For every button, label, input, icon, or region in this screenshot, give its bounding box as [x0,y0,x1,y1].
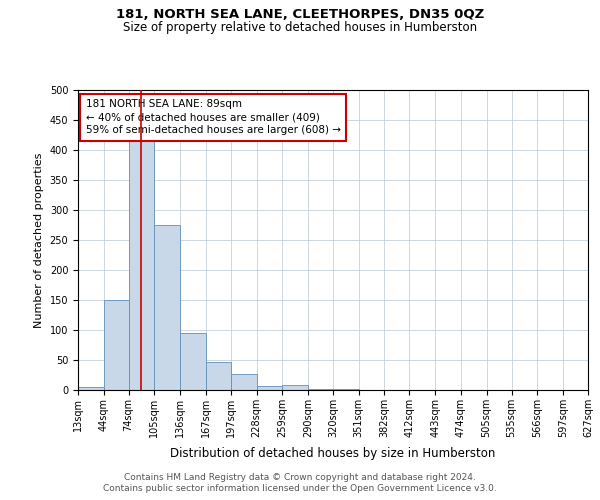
Text: Contains HM Land Registry data © Crown copyright and database right 2024.: Contains HM Land Registry data © Crown c… [124,472,476,482]
Bar [104,300,128,390]
Bar [180,333,206,390]
Bar [231,374,257,390]
Text: Distribution of detached houses by size in Humberston: Distribution of detached houses by size … [170,448,496,460]
Text: Size of property relative to detached houses in Humberston: Size of property relative to detached ho… [123,21,477,34]
Bar [206,362,231,390]
Bar [154,225,180,390]
Text: 181 NORTH SEA LANE: 89sqm
← 40% of detached houses are smaller (409)
59% of semi: 181 NORTH SEA LANE: 89sqm ← 40% of detac… [86,99,341,136]
Y-axis label: Number of detached properties: Number of detached properties [34,152,44,328]
Bar [308,389,333,390]
Bar [257,386,283,390]
Text: Contains public sector information licensed under the Open Government Licence v3: Contains public sector information licen… [103,484,497,493]
Bar [283,384,308,390]
Bar [78,387,104,390]
Text: 181, NORTH SEA LANE, CLEETHORPES, DN35 0QZ: 181, NORTH SEA LANE, CLEETHORPES, DN35 0… [116,8,484,20]
Bar [128,138,154,390]
